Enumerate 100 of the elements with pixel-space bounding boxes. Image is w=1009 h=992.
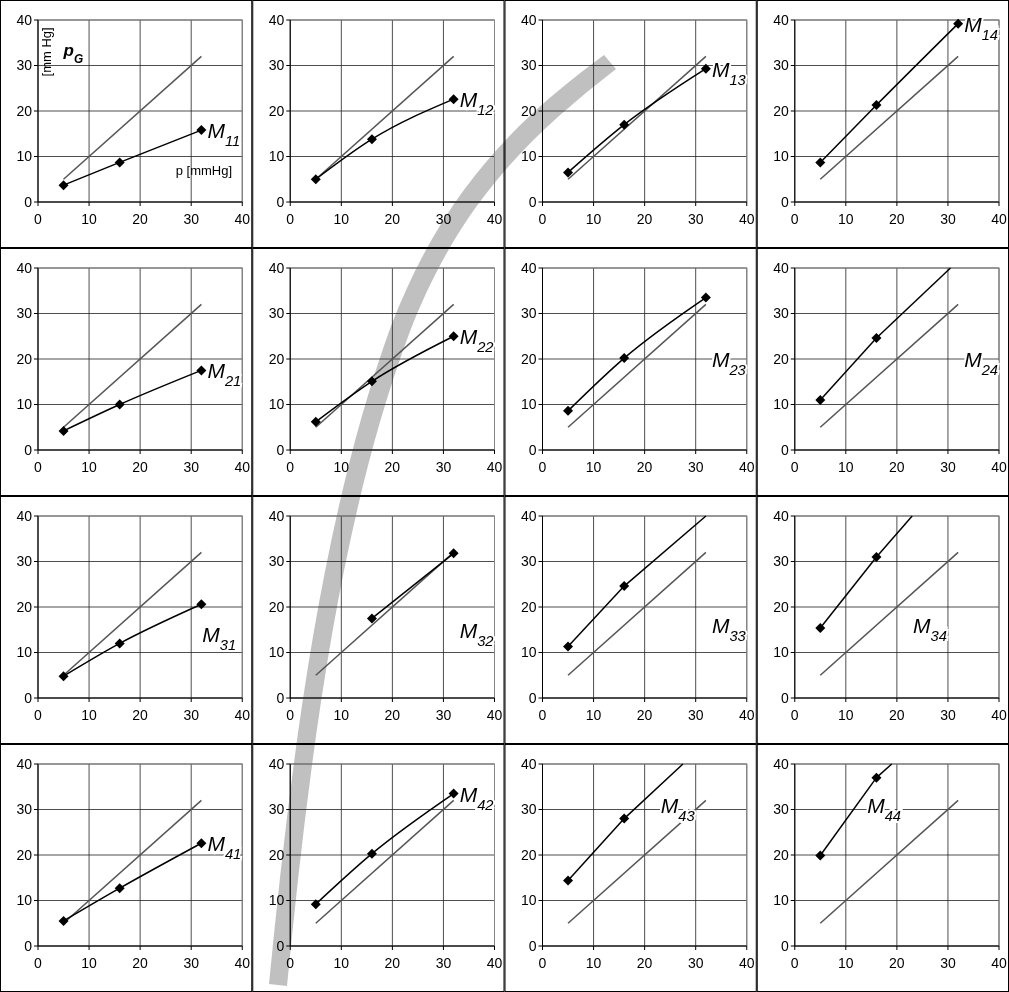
y-tick-label: 20 xyxy=(520,350,537,367)
x-tick-label: 0 xyxy=(34,707,43,723)
x-tick-label: 0 xyxy=(538,955,547,971)
x-tick-label: 40 xyxy=(234,955,251,971)
x-tick-label: 10 xyxy=(81,707,98,723)
x-tick-label: 20 xyxy=(384,707,401,723)
x-tick-label: 10 xyxy=(838,955,854,971)
y-tick-label: 10 xyxy=(16,892,33,909)
x-tick-label: 10 xyxy=(333,707,350,723)
y-tick-label: 20 xyxy=(16,102,33,119)
x-tick-label: 0 xyxy=(34,459,43,475)
x-tick-label: 40 xyxy=(234,707,251,723)
x-tick-label: 40 xyxy=(738,459,755,475)
y-tick-label: 20 xyxy=(520,598,537,615)
x-tick-label: 20 xyxy=(384,459,401,475)
annotation: M$_{41}$ xyxy=(207,832,242,863)
y-tick-label: 40 xyxy=(520,259,537,276)
y-tick-label: 40 xyxy=(16,755,33,772)
x-tick-label: 30 xyxy=(183,955,200,971)
x-tick-label: 20 xyxy=(384,955,401,971)
annotation: M$_{22}$ xyxy=(459,325,494,356)
x-tick-label: 30 xyxy=(940,955,956,971)
y-tick-label: 0 xyxy=(24,193,33,210)
y-tick-label: 20 xyxy=(520,102,537,119)
x-axis-title: p [mmHg] xyxy=(175,162,233,178)
x-tick-label: 20 xyxy=(889,459,905,475)
y-tick-label: 0 xyxy=(780,937,789,954)
x-tick-label: 10 xyxy=(585,211,602,227)
y-tick-label: 40 xyxy=(268,11,285,28)
y-tick-label: 0 xyxy=(528,937,537,954)
y-tick-label: 10 xyxy=(16,396,33,413)
x-tick-label: 30 xyxy=(435,211,452,227)
x-tick-label: 20 xyxy=(636,955,653,971)
x-tick-label: 20 xyxy=(384,211,401,227)
annotation: M$_{11}$ xyxy=(207,119,241,150)
x-tick-label: 30 xyxy=(687,707,704,723)
y-tick-label: 0 xyxy=(528,193,537,210)
y-tick-label: 30 xyxy=(16,305,33,322)
x-tick-label: 30 xyxy=(940,707,956,723)
y-tick-label: 30 xyxy=(520,57,537,74)
x-tick-label: 30 xyxy=(435,707,452,723)
x-tick-label: 40 xyxy=(738,707,755,723)
x-tick-label: 30 xyxy=(183,707,200,723)
x-tick-label: 10 xyxy=(333,459,350,475)
y-tick-label: 10 xyxy=(520,892,537,909)
x-tick-label: 40 xyxy=(738,955,755,971)
x-tick-label: 30 xyxy=(687,459,704,475)
y-axis-title: [mm Hg] xyxy=(38,27,54,77)
y-tick-label: 30 xyxy=(268,305,285,322)
x-tick-label: 20 xyxy=(889,955,905,971)
y-tick-label: 40 xyxy=(16,507,33,524)
x-tick-label: 0 xyxy=(790,459,799,475)
annotation: M$_{21}$ xyxy=(207,359,242,390)
x-tick-label: 30 xyxy=(435,459,452,475)
x-tick-label: 0 xyxy=(790,955,799,971)
x-tick-label: 40 xyxy=(234,211,251,227)
y-tick-label: 40 xyxy=(268,259,285,276)
annotation: M$_{24}$ xyxy=(964,348,998,378)
x-tick-label: 10 xyxy=(81,211,98,227)
y-tick-label: 0 xyxy=(276,937,285,954)
y-tick-label: 40 xyxy=(520,755,537,772)
y-tick-label: 40 xyxy=(773,11,789,28)
x-tick-label: 30 xyxy=(435,955,452,971)
annotation: M$_{31}$ xyxy=(202,623,237,654)
x-tick-label: 20 xyxy=(132,707,149,723)
y-tick-label: 30 xyxy=(520,305,537,322)
x-tick-label: 10 xyxy=(81,459,98,475)
y-tick-label: 30 xyxy=(16,801,33,818)
y-tick-label: 30 xyxy=(268,57,285,74)
y-tick-label: 40 xyxy=(773,755,789,772)
y-tick-label: 0 xyxy=(276,193,285,210)
y-tick-label: 40 xyxy=(520,507,537,524)
y-tick-label: 0 xyxy=(780,689,789,706)
x-tick-label: 30 xyxy=(183,211,200,227)
x-tick-label: 0 xyxy=(286,707,295,723)
x-tick-label: 10 xyxy=(838,459,854,475)
x-tick-label: 10 xyxy=(838,211,854,227)
y-tick-label: 30 xyxy=(268,801,285,818)
annotation: M$_{14}$ xyxy=(964,12,998,43)
x-tick-label: 10 xyxy=(838,707,854,723)
annotation: M$_{33}$ xyxy=(711,614,747,645)
annotation: M$_{34}$ xyxy=(913,614,947,645)
y-tick-label: 20 xyxy=(773,598,789,615)
y-tick-label: 20 xyxy=(16,598,33,615)
y-tick-label: 0 xyxy=(780,441,789,458)
y-tick-label: 40 xyxy=(16,11,33,28)
y-tick-label: 30 xyxy=(520,553,537,570)
x-tick-label: 0 xyxy=(538,459,547,475)
x-tick-label: 0 xyxy=(286,459,295,475)
x-tick-label: 10 xyxy=(333,955,350,971)
annotation: M$_{42}$ xyxy=(459,782,494,813)
x-tick-label: 40 xyxy=(991,955,1007,971)
x-tick-label: 0 xyxy=(538,211,547,227)
x-tick-label: 20 xyxy=(132,955,149,971)
y-tick-label: 10 xyxy=(268,148,285,165)
x-tick-label: 40 xyxy=(486,707,503,723)
y-tick-label: 10 xyxy=(268,644,285,661)
annotation: M$_{32}$ xyxy=(459,618,494,649)
y-tick-label: 0 xyxy=(528,441,537,458)
x-tick-label: 40 xyxy=(486,955,503,971)
